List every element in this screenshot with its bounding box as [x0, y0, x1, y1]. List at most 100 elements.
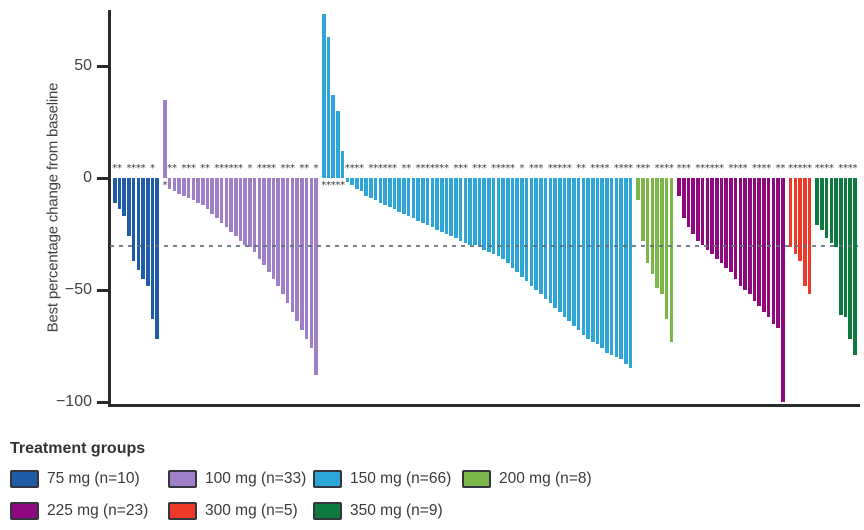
bar — [421, 178, 425, 223]
legend-title: Treatment groups — [10, 440, 146, 457]
bar — [820, 178, 824, 230]
significance-asterisk: * — [645, 163, 651, 174]
bar — [553, 178, 557, 308]
bar — [406, 178, 411, 217]
significance-asterisk: * — [233, 163, 239, 174]
significance-asterisk: * — [162, 180, 168, 191]
significance-asterisk: * — [280, 163, 286, 174]
bar — [435, 178, 439, 230]
significance-asterisk: * — [117, 163, 123, 174]
significance-asterisk: * — [752, 163, 758, 174]
significance-asterisk: * — [695, 163, 701, 174]
significance-asterisk: * — [429, 163, 435, 174]
bar — [548, 178, 553, 304]
legend-item: 225 mg (n=23) — [10, 500, 148, 522]
bar — [539, 178, 543, 295]
significance-asterisk: * — [613, 163, 619, 174]
significance-asterisk: * — [618, 163, 624, 174]
significance-asterisk: * — [557, 163, 563, 174]
significance-asterisk: * — [547, 163, 553, 174]
bar — [309, 178, 314, 349]
legend-label: 350 mg (n=9) — [350, 502, 443, 519]
bar — [355, 178, 359, 190]
significance-asterisk: * — [425, 163, 431, 174]
bar — [224, 178, 229, 228]
significance-asterisk: * — [228, 163, 234, 174]
bar — [248, 178, 252, 248]
bar — [177, 178, 181, 194]
y-tick-label: −100 — [55, 393, 92, 410]
bar — [853, 178, 857, 355]
bar — [491, 178, 496, 255]
y-tick-mark — [97, 64, 108, 68]
significance-asterisk: * — [659, 163, 665, 174]
bar — [267, 178, 271, 273]
significance-asterisk: * — [256, 163, 262, 174]
bar — [501, 178, 505, 259]
significance-asterisk: * — [387, 163, 393, 174]
bar — [520, 178, 524, 277]
bar — [281, 178, 285, 295]
threshold-dashed-line — [110, 245, 858, 247]
bar — [655, 178, 659, 288]
significance-asterisk: * — [700, 163, 706, 174]
bar — [219, 178, 224, 223]
bar — [127, 178, 131, 237]
bar — [229, 178, 233, 232]
bar — [131, 178, 136, 261]
significance-asterisk: * — [377, 163, 383, 174]
bar — [141, 178, 145, 279]
significance-asterisk: * — [761, 163, 767, 174]
legend-item: 300 mg (n=5) — [168, 500, 298, 522]
bar — [510, 178, 515, 268]
bar — [411, 178, 416, 219]
significance-asterisk: * — [756, 163, 762, 174]
significance-asterisk: * — [838, 163, 844, 174]
significance-asterisk: * — [135, 163, 141, 174]
y-tick-mark — [97, 176, 108, 180]
bar — [331, 95, 335, 178]
bar — [454, 178, 458, 239]
bar — [321, 14, 326, 178]
bar — [776, 178, 780, 329]
bar — [210, 178, 214, 214]
bar — [276, 178, 281, 286]
significance-asterisk: * — [819, 163, 825, 174]
bar — [691, 178, 695, 234]
bar — [252, 178, 257, 252]
significance-asterisk: * — [382, 163, 388, 174]
bar — [373, 178, 378, 201]
bar — [136, 178, 141, 270]
bar — [182, 178, 186, 196]
significance-asterisk: * — [828, 163, 834, 174]
significance-asterisk: * — [150, 163, 156, 174]
significance-asterisk: * — [491, 163, 497, 174]
legend-swatch — [10, 470, 39, 488]
y-tick-label: 50 — [74, 57, 92, 74]
bar — [710, 178, 714, 255]
bar — [700, 178, 705, 246]
bar — [345, 178, 350, 183]
significance-asterisk: * — [131, 163, 137, 174]
significance-asterisk: * — [590, 163, 596, 174]
bar — [113, 178, 117, 203]
bar — [788, 178, 793, 248]
bar — [609, 178, 614, 355]
significance-asterisk: * — [167, 163, 173, 174]
legend-item: 350 mg (n=9) — [313, 500, 443, 522]
bar — [696, 178, 700, 241]
significance-asterisk: * — [576, 163, 582, 174]
significance-asterisk: * — [373, 163, 379, 174]
legend-swatch — [462, 470, 491, 488]
bar — [729, 178, 733, 273]
bar — [752, 178, 757, 302]
bar — [660, 178, 664, 295]
bar — [669, 178, 674, 342]
bar — [677, 178, 681, 196]
significance-asterisk: * — [806, 163, 812, 174]
significance-asterisk: * — [462, 163, 468, 174]
significance-asterisk: * — [681, 163, 687, 174]
bar — [681, 178, 686, 219]
bar — [600, 178, 604, 349]
bar — [397, 178, 402, 212]
